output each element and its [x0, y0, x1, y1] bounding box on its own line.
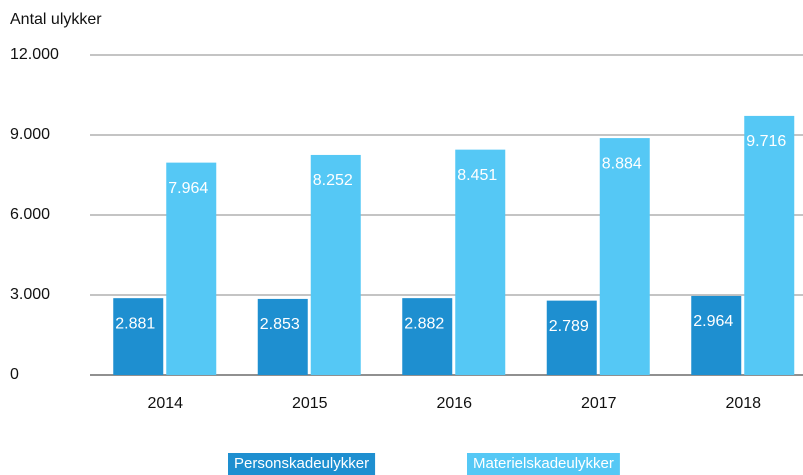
y-tick-label: 3.000: [10, 286, 50, 303]
data-label: 8.884: [602, 155, 642, 172]
data-label: 8.451: [457, 167, 497, 184]
bar: [257, 298, 308, 375]
y-tick-label: 0: [10, 366, 19, 383]
data-label: 2.882: [404, 315, 444, 332]
data-label: 9.716: [746, 133, 786, 150]
x-tick-label: 2016: [436, 395, 472, 412]
bar: [310, 154, 361, 375]
bar: [546, 300, 597, 375]
bar: [744, 115, 795, 375]
data-label: 8.252: [313, 172, 353, 189]
bar: [113, 298, 164, 375]
legend-swatch: [467, 453, 620, 475]
data-label: 2.853: [260, 316, 300, 333]
y-tick-label: 12.000: [10, 46, 59, 63]
y-tick-label: 6.000: [10, 206, 50, 223]
data-label: 2.789: [549, 318, 589, 335]
x-tick-label: 2017: [581, 395, 617, 412]
x-tick-label: 2014: [147, 395, 183, 412]
bar: [166, 162, 217, 375]
legend-label: Materielskadeulykker: [473, 455, 614, 472]
bar: [402, 298, 453, 375]
data-label: 2.881: [115, 315, 155, 332]
y-tick-label: 9.000: [10, 126, 50, 143]
y-axis-label: Antal ulykker: [10, 11, 102, 28]
data-label: 7.964: [168, 180, 208, 197]
x-tick-label: 2015: [292, 395, 328, 412]
legend-swatch: [228, 453, 376, 475]
bar: [691, 295, 742, 375]
x-tick-label: 2018: [725, 395, 761, 412]
legend-label: Personskadeulykker: [234, 455, 369, 472]
bar: [455, 149, 506, 375]
data-label: 2.964: [693, 313, 733, 330]
bar: [599, 138, 650, 375]
